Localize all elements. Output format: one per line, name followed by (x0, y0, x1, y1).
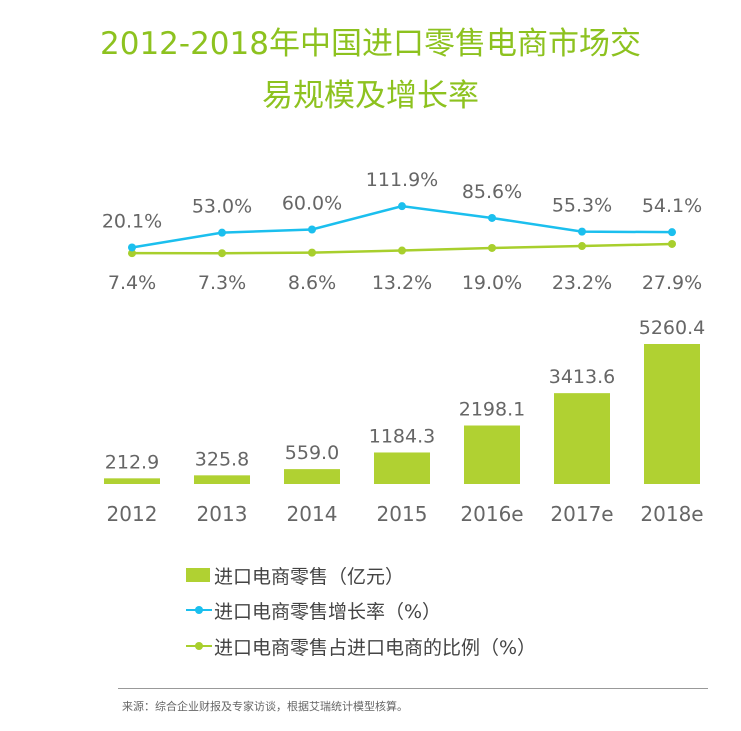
chart-plot: 212.9 2012 325.8 2013 559.0 2014 1184.3 2015 219… (102, 169, 705, 526)
growth-data-label: 54.1% (642, 195, 702, 217)
bar (104, 478, 160, 484)
bar (644, 344, 700, 484)
legend-line-marker-icon (186, 642, 212, 650)
share-data-label: 13.2% (372, 272, 432, 294)
legend-item-bar: 进口电商零售（亿元） (186, 563, 405, 588)
bar (284, 469, 340, 484)
legend-item-growth: 进口电商零售增长率（%） (186, 598, 442, 623)
growth-point (398, 202, 406, 211)
share-point (308, 248, 316, 257)
growth-point (668, 228, 676, 237)
growth-data-label: 85.6% (462, 181, 522, 203)
x-tick-label: 2016e (460, 502, 523, 526)
growth-data-label: 53.0% (192, 196, 252, 218)
share-point (218, 249, 226, 258)
growth-point (308, 225, 316, 234)
bar (554, 393, 610, 484)
legend-label: 进口电商零售（亿元） (214, 565, 405, 588)
legend-label: 进口电商零售占进口电商的比例（%） (214, 636, 537, 659)
x-tick-label: 2014 (287, 502, 338, 526)
growth-data-label: 20.1% (102, 210, 162, 232)
bar-data-label: 559.0 (285, 442, 339, 464)
chart-title-line2: 易规模及增长率 (262, 78, 479, 114)
share-data-label: 8.6% (288, 272, 336, 294)
growth-data-label: 111.9% (366, 169, 438, 191)
bar (374, 452, 430, 484)
bar-data-label: 1184.3 (369, 425, 435, 447)
legend-bar-swatch (186, 568, 210, 582)
growth-point (488, 213, 496, 222)
bar (194, 475, 250, 484)
x-tick-label: 2018e (640, 502, 703, 526)
share-point (668, 239, 676, 248)
bar-data-label: 3413.6 (549, 366, 615, 388)
share-point (128, 249, 136, 258)
x-tick-label: 2017e (550, 502, 613, 526)
x-tick-label: 2012 (107, 502, 158, 526)
legend-item-share: 进口电商零售占进口电商的比例（%） (186, 634, 537, 659)
source-divider (118, 688, 708, 689)
growth-data-label: 60.0% (282, 193, 342, 215)
share-data-label: 19.0% (462, 272, 522, 294)
chart-title-line1: 2012-2018年中国进口零售电商市场交 (100, 26, 641, 62)
bar-data-label: 212.9 (105, 451, 159, 473)
share-data-label: 27.9% (642, 272, 702, 294)
growth-point (218, 228, 226, 237)
growth-data-label: 55.3% (552, 195, 612, 217)
share-point (398, 246, 406, 255)
source-note: 来源：综合企业财报及专家访谈，根据艾瑞统计模型核算。 (122, 700, 408, 713)
growth-point (128, 243, 136, 252)
legend-label: 进口电商零售增长率（%） (214, 600, 442, 623)
bar-data-label: 325.8 (195, 448, 249, 470)
growth-point (578, 227, 586, 236)
x-tick-label: 2015 (377, 502, 428, 526)
bar (464, 425, 520, 484)
share-point (488, 243, 496, 252)
legend-line-marker-icon (186, 606, 212, 614)
share-data-label: 7.4% (108, 272, 156, 294)
bar-data-label: 5260.4 (639, 317, 705, 339)
bar-data-label: 2198.1 (459, 398, 525, 420)
x-tick-label: 2013 (197, 502, 248, 526)
share-data-label: 23.2% (552, 272, 612, 294)
share-point (578, 242, 586, 251)
share-data-label: 7.3% (198, 272, 246, 294)
